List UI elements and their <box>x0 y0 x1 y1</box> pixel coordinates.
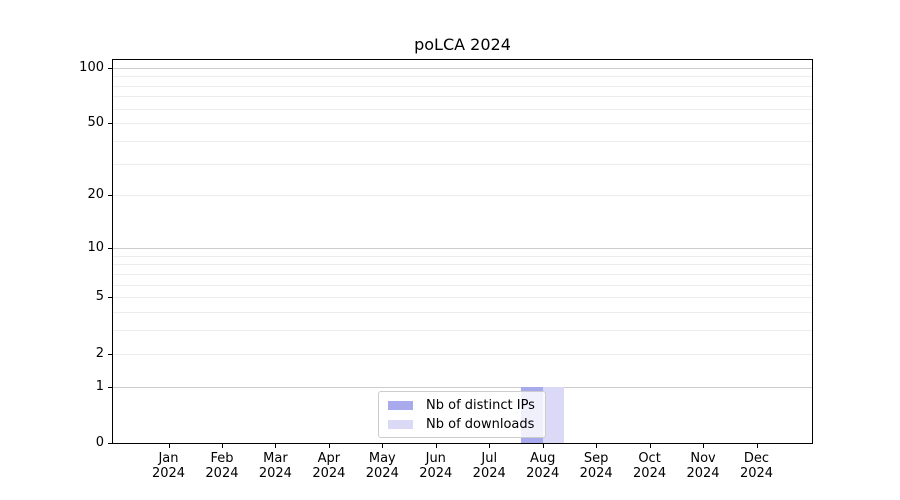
y-tick-label: 1 <box>95 378 104 394</box>
x-tick-label: Nov 2024 <box>686 451 720 481</box>
x-tick-label: Sep 2024 <box>579 451 613 481</box>
bar-nb-of-downloads <box>542 386 565 443</box>
gridline-minor <box>113 273 812 275</box>
gridline-minor <box>113 96 812 98</box>
x-tick <box>221 444 223 448</box>
x-tick-label: Mar 2024 <box>258 451 292 481</box>
x-tick-label: Dec 2024 <box>739 451 774 481</box>
x-tick-label: Feb 2024 <box>205 451 239 481</box>
x-tick <box>542 444 544 448</box>
y-tick <box>108 123 112 125</box>
y-tick <box>108 386 112 388</box>
x-tick-label: Apr 2024 <box>312 451 346 481</box>
x-tick <box>756 444 758 448</box>
x-tick-label: Jan 2024 <box>151 451 186 481</box>
x-tick <box>382 444 384 448</box>
gridline-minor <box>113 85 812 87</box>
x-tick <box>328 444 330 448</box>
gridline-major <box>113 67 812 69</box>
gridline-minor <box>113 76 812 78</box>
legend-item-distinct-ips: Nb of distinct IPs <box>388 397 535 413</box>
x-tick-label: Oct 2024 <box>633 451 667 481</box>
y-tick <box>108 297 112 299</box>
gridline-minor <box>113 353 812 355</box>
y-tick <box>108 353 112 355</box>
y-tick-label: 50 <box>87 115 104 131</box>
y-tick-label: 100 <box>79 59 104 75</box>
gridline-minor <box>113 264 812 266</box>
y-tick-label: 5 <box>95 289 104 305</box>
gridline-minor <box>113 140 812 142</box>
y-tick <box>108 67 112 69</box>
gridline-minor <box>113 255 812 257</box>
x-tick-label: May 2024 <box>365 451 399 481</box>
gridline-minor <box>113 297 812 299</box>
gridline-major <box>113 247 812 249</box>
x-tick-label: Jun 2024 <box>419 451 453 481</box>
x-tick <box>596 444 598 448</box>
gridline-minor <box>113 108 812 110</box>
y-tick-label: 10 <box>87 239 104 255</box>
plot-area <box>112 59 813 444</box>
y-tick-label: 20 <box>87 187 104 203</box>
legend-label-downloads: Nb of downloads <box>426 416 535 432</box>
gridline-minor <box>113 330 812 332</box>
x-tick <box>649 444 651 448</box>
gridline-minor <box>113 284 812 286</box>
y-tick <box>108 443 112 444</box>
x-tick <box>489 444 491 448</box>
gridline-major <box>113 386 812 388</box>
chart-title: poLCA 2024 <box>414 35 511 54</box>
x-tick <box>435 444 437 448</box>
x-tick <box>703 444 705 448</box>
x-tick <box>275 444 277 448</box>
x-tick-label: Jul 2024 <box>472 451 506 481</box>
legend: Nb of distinct IPs Nb of downloads <box>378 391 546 438</box>
x-tick-label: Aug 2024 <box>526 451 560 481</box>
y-tick-label: 0 <box>95 435 104 450</box>
legend-swatch-downloads <box>388 419 413 429</box>
y-tick <box>108 247 112 249</box>
gridline-minor <box>113 312 812 314</box>
legend-swatch-distinct-ips <box>388 400 413 410</box>
gridline-minor <box>113 123 812 125</box>
y-tick <box>108 195 112 197</box>
gridline-minor <box>113 163 812 165</box>
y-tick-label: 2 <box>95 345 104 361</box>
legend-item-downloads: Nb of downloads <box>388 416 535 432</box>
legend-label-distinct-ips: Nb of distinct IPs <box>426 397 535 413</box>
gridline-minor <box>113 195 812 197</box>
x-tick <box>168 444 170 448</box>
